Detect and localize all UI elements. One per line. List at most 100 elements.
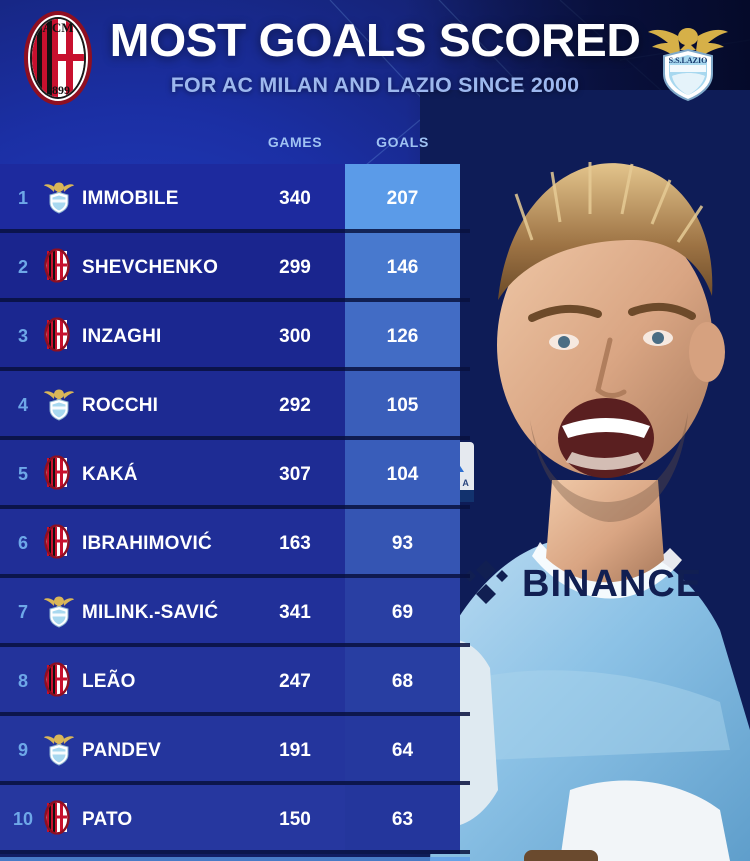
row-band: 1 IMMOBILE 340 bbox=[0, 164, 345, 233]
rank-number: 9 bbox=[17, 740, 28, 760]
games-value: 163 bbox=[279, 532, 311, 554]
row-band: 2 SHEVCHENKO 299 bbox=[0, 233, 345, 302]
player-name: INZAGHI bbox=[82, 325, 162, 347]
games-value: 292 bbox=[279, 394, 311, 416]
goals-cell: 105 bbox=[345, 371, 460, 440]
lazio-crest-text: S.S.LAZIO bbox=[669, 56, 708, 65]
milan-crest-acm-text: ACM bbox=[42, 20, 73, 35]
goals-cell: 68 bbox=[345, 647, 460, 716]
rank-number: 3 bbox=[17, 326, 28, 346]
ac-milan-badge-icon bbox=[44, 316, 70, 356]
milan-crest-year-text: 1899 bbox=[46, 83, 70, 97]
rank-number: 8 bbox=[17, 671, 28, 691]
player-name: IMMOBILE bbox=[82, 187, 179, 209]
ac-milan-badge-icon bbox=[44, 661, 70, 701]
table-row: 3 INZAGHI 300 126 bbox=[0, 302, 470, 371]
player-photo: SERIE A TIM BINANCE bbox=[420, 90, 750, 861]
games-value: 150 bbox=[279, 808, 311, 830]
header: ACM 1899 S.S.LAZIO MOST GOALS SCORED FOR… bbox=[0, 0, 750, 118]
column-header-games: GAMES bbox=[267, 134, 323, 150]
lazio-badge-icon bbox=[44, 179, 74, 218]
games-value: 247 bbox=[279, 670, 311, 692]
ac-milan-badge-icon bbox=[44, 799, 70, 839]
row-divider bbox=[0, 367, 470, 371]
player-name: KAKÁ bbox=[82, 463, 138, 485]
player-name: ROCCHI bbox=[82, 394, 159, 416]
row-divider bbox=[0, 229, 470, 233]
row-band: 9 PANDEV 191 bbox=[0, 716, 345, 785]
goals-value: 69 bbox=[391, 601, 414, 623]
table-row: 10 PATO 150 63 bbox=[0, 785, 470, 854]
goals-cell: 93 bbox=[345, 509, 460, 578]
row-divider bbox=[0, 712, 470, 716]
goals-cell: 69 bbox=[345, 578, 460, 647]
row-divider bbox=[0, 574, 470, 578]
player-name: IBRAHIMOVIĆ bbox=[82, 532, 212, 554]
player-name: SHEVCHENKO bbox=[82, 256, 219, 278]
goals-value: 104 bbox=[386, 463, 419, 485]
goals-value: 63 bbox=[391, 808, 414, 830]
goals-cell: 126 bbox=[345, 302, 460, 371]
ac-milan-badge-icon bbox=[44, 523, 70, 563]
table-row: 9 PANDEV 191 64 bbox=[0, 716, 470, 785]
rank-number: 10 bbox=[12, 809, 34, 829]
goals-cell: 64 bbox=[345, 716, 460, 785]
row-divider bbox=[0, 781, 470, 785]
row-band: 6 IBRAHIMOVIĆ 163 bbox=[0, 509, 345, 578]
goals-value: 105 bbox=[386, 394, 419, 416]
page-subtitle: FOR AC MILAN AND LAZIO SINCE 2000 bbox=[170, 74, 580, 97]
goals-value: 146 bbox=[386, 256, 419, 278]
row-band: 10 PATO 150 bbox=[0, 785, 345, 854]
row-band: 5 KAKÁ 307 bbox=[0, 440, 345, 509]
row-divider bbox=[0, 298, 470, 302]
player-name: MILINK.-SAVIĆ bbox=[82, 601, 219, 623]
goals-cell: 146 bbox=[345, 233, 460, 302]
row-band: 8 LEÃO 247 bbox=[0, 647, 345, 716]
row-divider bbox=[0, 436, 470, 440]
column-header-goals: GOALS bbox=[376, 134, 429, 150]
games-value: 340 bbox=[279, 187, 311, 209]
table-row: 4 ROCCHI 292 105 bbox=[0, 371, 470, 440]
lazio-crest-icon: S.S.LAZIO bbox=[646, 10, 730, 107]
rank-number: 4 bbox=[17, 395, 28, 415]
rank-number: 5 bbox=[17, 464, 28, 484]
goals-cell: 63 bbox=[345, 785, 460, 854]
games-value: 307 bbox=[279, 463, 311, 485]
row-divider bbox=[0, 505, 470, 509]
rank-number: 7 bbox=[17, 602, 28, 622]
games-value: 341 bbox=[279, 601, 311, 623]
games-value: 191 bbox=[279, 739, 311, 761]
goals-value: 126 bbox=[386, 325, 419, 347]
rank-number: 1 bbox=[17, 188, 28, 208]
table-row: 5 KAKÁ 307 104 bbox=[0, 440, 470, 509]
table-row: 1 IMMOBILE 340 207 bbox=[0, 164, 470, 233]
rank-number: 6 bbox=[17, 533, 28, 553]
goals-cell: 207 bbox=[345, 164, 460, 233]
table-row: 2 SHEVCHENKO 299 146 bbox=[0, 233, 470, 302]
rank-number: 2 bbox=[17, 257, 28, 277]
lazio-badge-icon bbox=[44, 731, 74, 770]
row-divider bbox=[0, 643, 470, 647]
player-name: PATO bbox=[82, 808, 133, 830]
table-row: 8 LEÃO 247 68 bbox=[0, 647, 470, 716]
page-title: MOST GOALS SCORED bbox=[109, 14, 641, 66]
row-band: 3 INZAGHI 300 bbox=[0, 302, 345, 371]
table-row: 7 MILINK.-SAVIĆ 341 69 bbox=[0, 578, 470, 647]
ac-milan-badge-icon bbox=[44, 247, 70, 287]
lazio-badge-icon bbox=[44, 593, 74, 632]
bottom-rule bbox=[0, 857, 470, 861]
games-value: 300 bbox=[279, 325, 311, 347]
games-value: 299 bbox=[279, 256, 311, 278]
goals-value: 207 bbox=[386, 187, 419, 209]
goals-cell: 104 bbox=[345, 440, 460, 509]
row-band: 4 ROCCHI 292 bbox=[0, 371, 345, 440]
goals-value: 93 bbox=[391, 532, 414, 554]
column-headers: GAMES GOALS bbox=[0, 134, 470, 158]
player-name: LEÃO bbox=[82, 670, 136, 692]
ranking-table: 1 IMMOBILE 340 207 2 SHEVCHENKO 299 146 3 INZAGHI… bbox=[0, 164, 470, 854]
goals-value: 64 bbox=[391, 739, 414, 761]
lazio-badge-icon bbox=[44, 386, 74, 425]
ac-milan-badge-icon bbox=[44, 454, 70, 494]
player-name: PANDEV bbox=[82, 739, 161, 761]
goals-value: 68 bbox=[391, 670, 414, 692]
